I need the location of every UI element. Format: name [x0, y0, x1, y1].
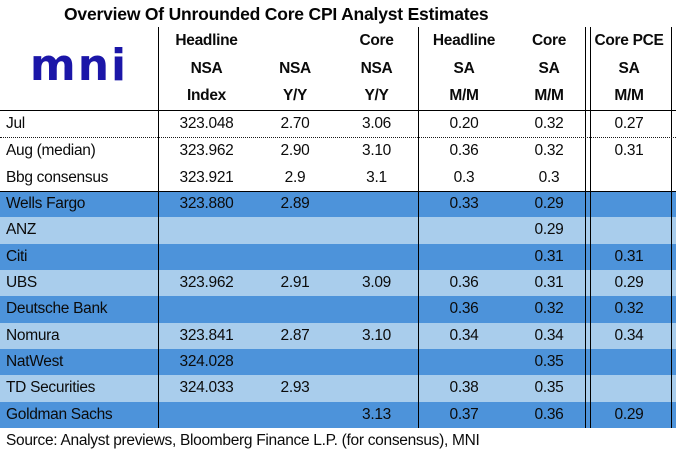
cell-headline-sa-mm: 0.33: [449, 195, 479, 213]
cell-core-nsa-yy: 3.1: [366, 168, 387, 186]
cell-core-pce-sa-mm: 0.31: [614, 247, 644, 265]
cell-headline-nsa-index: 324.028: [179, 353, 234, 371]
cell-headline-nsa-index: 323.921: [179, 168, 234, 186]
column-divider-labels: [158, 27, 159, 428]
cell-core-pce-sa-mm: 0.27: [614, 114, 644, 132]
mni-logo: mni: [29, 39, 129, 91]
table-row: UBS 323.962 2.91 3.09 0.36 0.31 0.29: [0, 269, 676, 297]
cell-core-nsa-yy: 3.06: [362, 114, 391, 132]
cell-core-sa-mm: 0.36: [534, 405, 564, 423]
table-row: TD Securities 324.033 2.93 0.38 0.35: [0, 375, 676, 402]
table-row: NatWest 324.028 0.35: [0, 348, 676, 376]
cell-core-pce-sa-mm: 0.31: [614, 141, 644, 159]
row-label: Aug (median): [6, 141, 96, 159]
cell-core-pce-sa-mm: 0.29: [614, 405, 644, 423]
cell-core-pce-sa-mm: 0.34: [614, 326, 644, 344]
jul-row-dotted-divider: [0, 137, 676, 138]
logo-cell: mni: [0, 27, 158, 110]
table-right-border: [671, 27, 672, 428]
cell-headline-nsa-index: 323.048: [179, 114, 234, 132]
cell-nsa-yy: 2.70: [280, 114, 310, 132]
column-header-headline-sa-mm: Headline SA M/M: [432, 31, 496, 105]
cell-core-sa-mm: 0.31: [534, 247, 564, 265]
cell-nsa-yy: 2.89: [280, 195, 310, 213]
cell-headline-sa-mm: 0.20: [449, 114, 479, 132]
cell-core-sa-mm: 0.35: [534, 353, 564, 371]
cell-core-pce-sa-mm: 0.29: [614, 274, 644, 292]
cell-headline-sa-mm: 0.36: [449, 141, 479, 159]
table-row: Goldman Sachs 3.13 0.37 0.36 0.29: [0, 401, 676, 428]
cell-core-nsa-yy: 3.09: [362, 274, 391, 292]
cell-headline-nsa-index: 323.962: [179, 274, 234, 292]
cell-headline-nsa-index: 323.880: [179, 195, 234, 213]
cell-core-sa-mm: 0.3: [538, 168, 560, 186]
cell-core-sa-mm: 0.31: [534, 274, 564, 292]
estimates-table: mni Headline NSA Index NSA Y/Y Core NSA …: [0, 27, 676, 428]
cell-core-sa-mm: 0.32: [534, 300, 564, 318]
cell-headline-nsa-index: 323.962: [179, 141, 234, 159]
page-title: Overview Of Unrounded Core CPI Analyst E…: [64, 4, 489, 24]
cell-core-pce-sa-mm: 0.32: [614, 300, 644, 318]
cell-nsa-yy: 2.9: [284, 168, 306, 186]
row-label: Bbg consensus: [6, 168, 109, 186]
column-header-nsa-yy: NSA Y/Y: [279, 59, 311, 105]
cell-core-nsa-yy: 3.10: [362, 141, 391, 159]
cell-core-sa-mm: 0.32: [534, 141, 564, 159]
cell-core-sa-mm: 0.29: [534, 195, 564, 213]
row-label: Deutsche Bank: [6, 300, 108, 318]
table-body: Jul 323.048 2.70 3.06 0.20 0.32 0.27 Aug…: [0, 110, 676, 428]
table-row: Deutsche Bank 0.36 0.32 0.32: [0, 296, 676, 323]
table-row: Wells Fargo 323.880 2.89 0.33 0.29: [0, 191, 676, 218]
table-row: Aug (median) 323.962 2.90 3.10 0.36 0.32…: [0, 137, 676, 164]
column-header-core-pce-sa-mm: Core PCE SA M/M: [594, 31, 664, 105]
row-label: Goldman Sachs: [6, 405, 113, 423]
cell-core-sa-mm: 0.35: [534, 379, 564, 397]
table-row: Nomura 323.841 2.87 3.10 0.34 0.34 0.34: [0, 322, 676, 349]
cell-core-sa-mm: 0.32: [534, 114, 564, 132]
header-bottom-border: [0, 110, 676, 111]
cell-core-nsa-yy: 3.13: [362, 405, 391, 423]
table-row: Bbg consensus 323.921 2.9 3.1 0.3 0.3: [0, 164, 676, 191]
cell-nsa-yy: 2.91: [280, 274, 310, 292]
row-label: Jul: [6, 114, 25, 132]
column-header-core-sa-mm: Core SA M/M: [531, 31, 567, 105]
row-label: NatWest: [6, 353, 64, 371]
row-label: TD Securities: [6, 379, 96, 397]
row-label: Nomura: [6, 326, 60, 344]
column-header-core-nsa-yy: Core NSA Y/Y: [359, 31, 394, 105]
cell-nsa-yy: 2.90: [280, 141, 310, 159]
row-label: Citi: [6, 247, 28, 265]
cell-core-nsa-yy: 3.10: [362, 326, 391, 344]
cell-core-sa-mm: 0.34: [534, 326, 564, 344]
cell-headline-sa-mm: 0.37: [449, 405, 479, 423]
column-divider-nsa-sa: [418, 27, 419, 428]
cell-headline-sa-mm: 0.38: [449, 379, 479, 397]
table-header: mni Headline NSA Index NSA Y/Y Core NSA …: [0, 27, 676, 110]
cell-headline-sa-mm: 0.3: [453, 168, 475, 186]
table-row: Jul 323.048 2.70 3.06 0.20 0.32 0.27: [0, 110, 676, 137]
row-label: ANZ: [6, 221, 37, 239]
column-header-headline-nsa-index: Headline NSA Index: [175, 31, 238, 105]
cell-headline-sa-mm: 0.36: [449, 300, 479, 318]
table-row: Citi 0.31 0.31: [0, 243, 676, 270]
cell-headline-nsa-index: 323.841: [179, 326, 234, 344]
column-divider-double-core-pce: [585, 27, 591, 428]
source-note: Source: Analyst previews, Bloomberg Fina…: [6, 432, 480, 449]
cell-core-sa-mm: 0.29: [534, 221, 564, 239]
cell-headline-sa-mm: 0.36: [449, 274, 479, 292]
row-label: UBS: [6, 274, 37, 292]
cell-nsa-yy: 2.87: [280, 326, 310, 344]
cell-headline-nsa-index: 324.033: [179, 379, 234, 397]
cell-headline-sa-mm: 0.34: [449, 326, 479, 344]
cell-nsa-yy: 2.93: [280, 379, 310, 397]
consensus-analyst-divider: [0, 191, 676, 192]
row-label: Wells Fargo: [6, 195, 86, 213]
table-row: ANZ 0.29: [0, 217, 676, 244]
